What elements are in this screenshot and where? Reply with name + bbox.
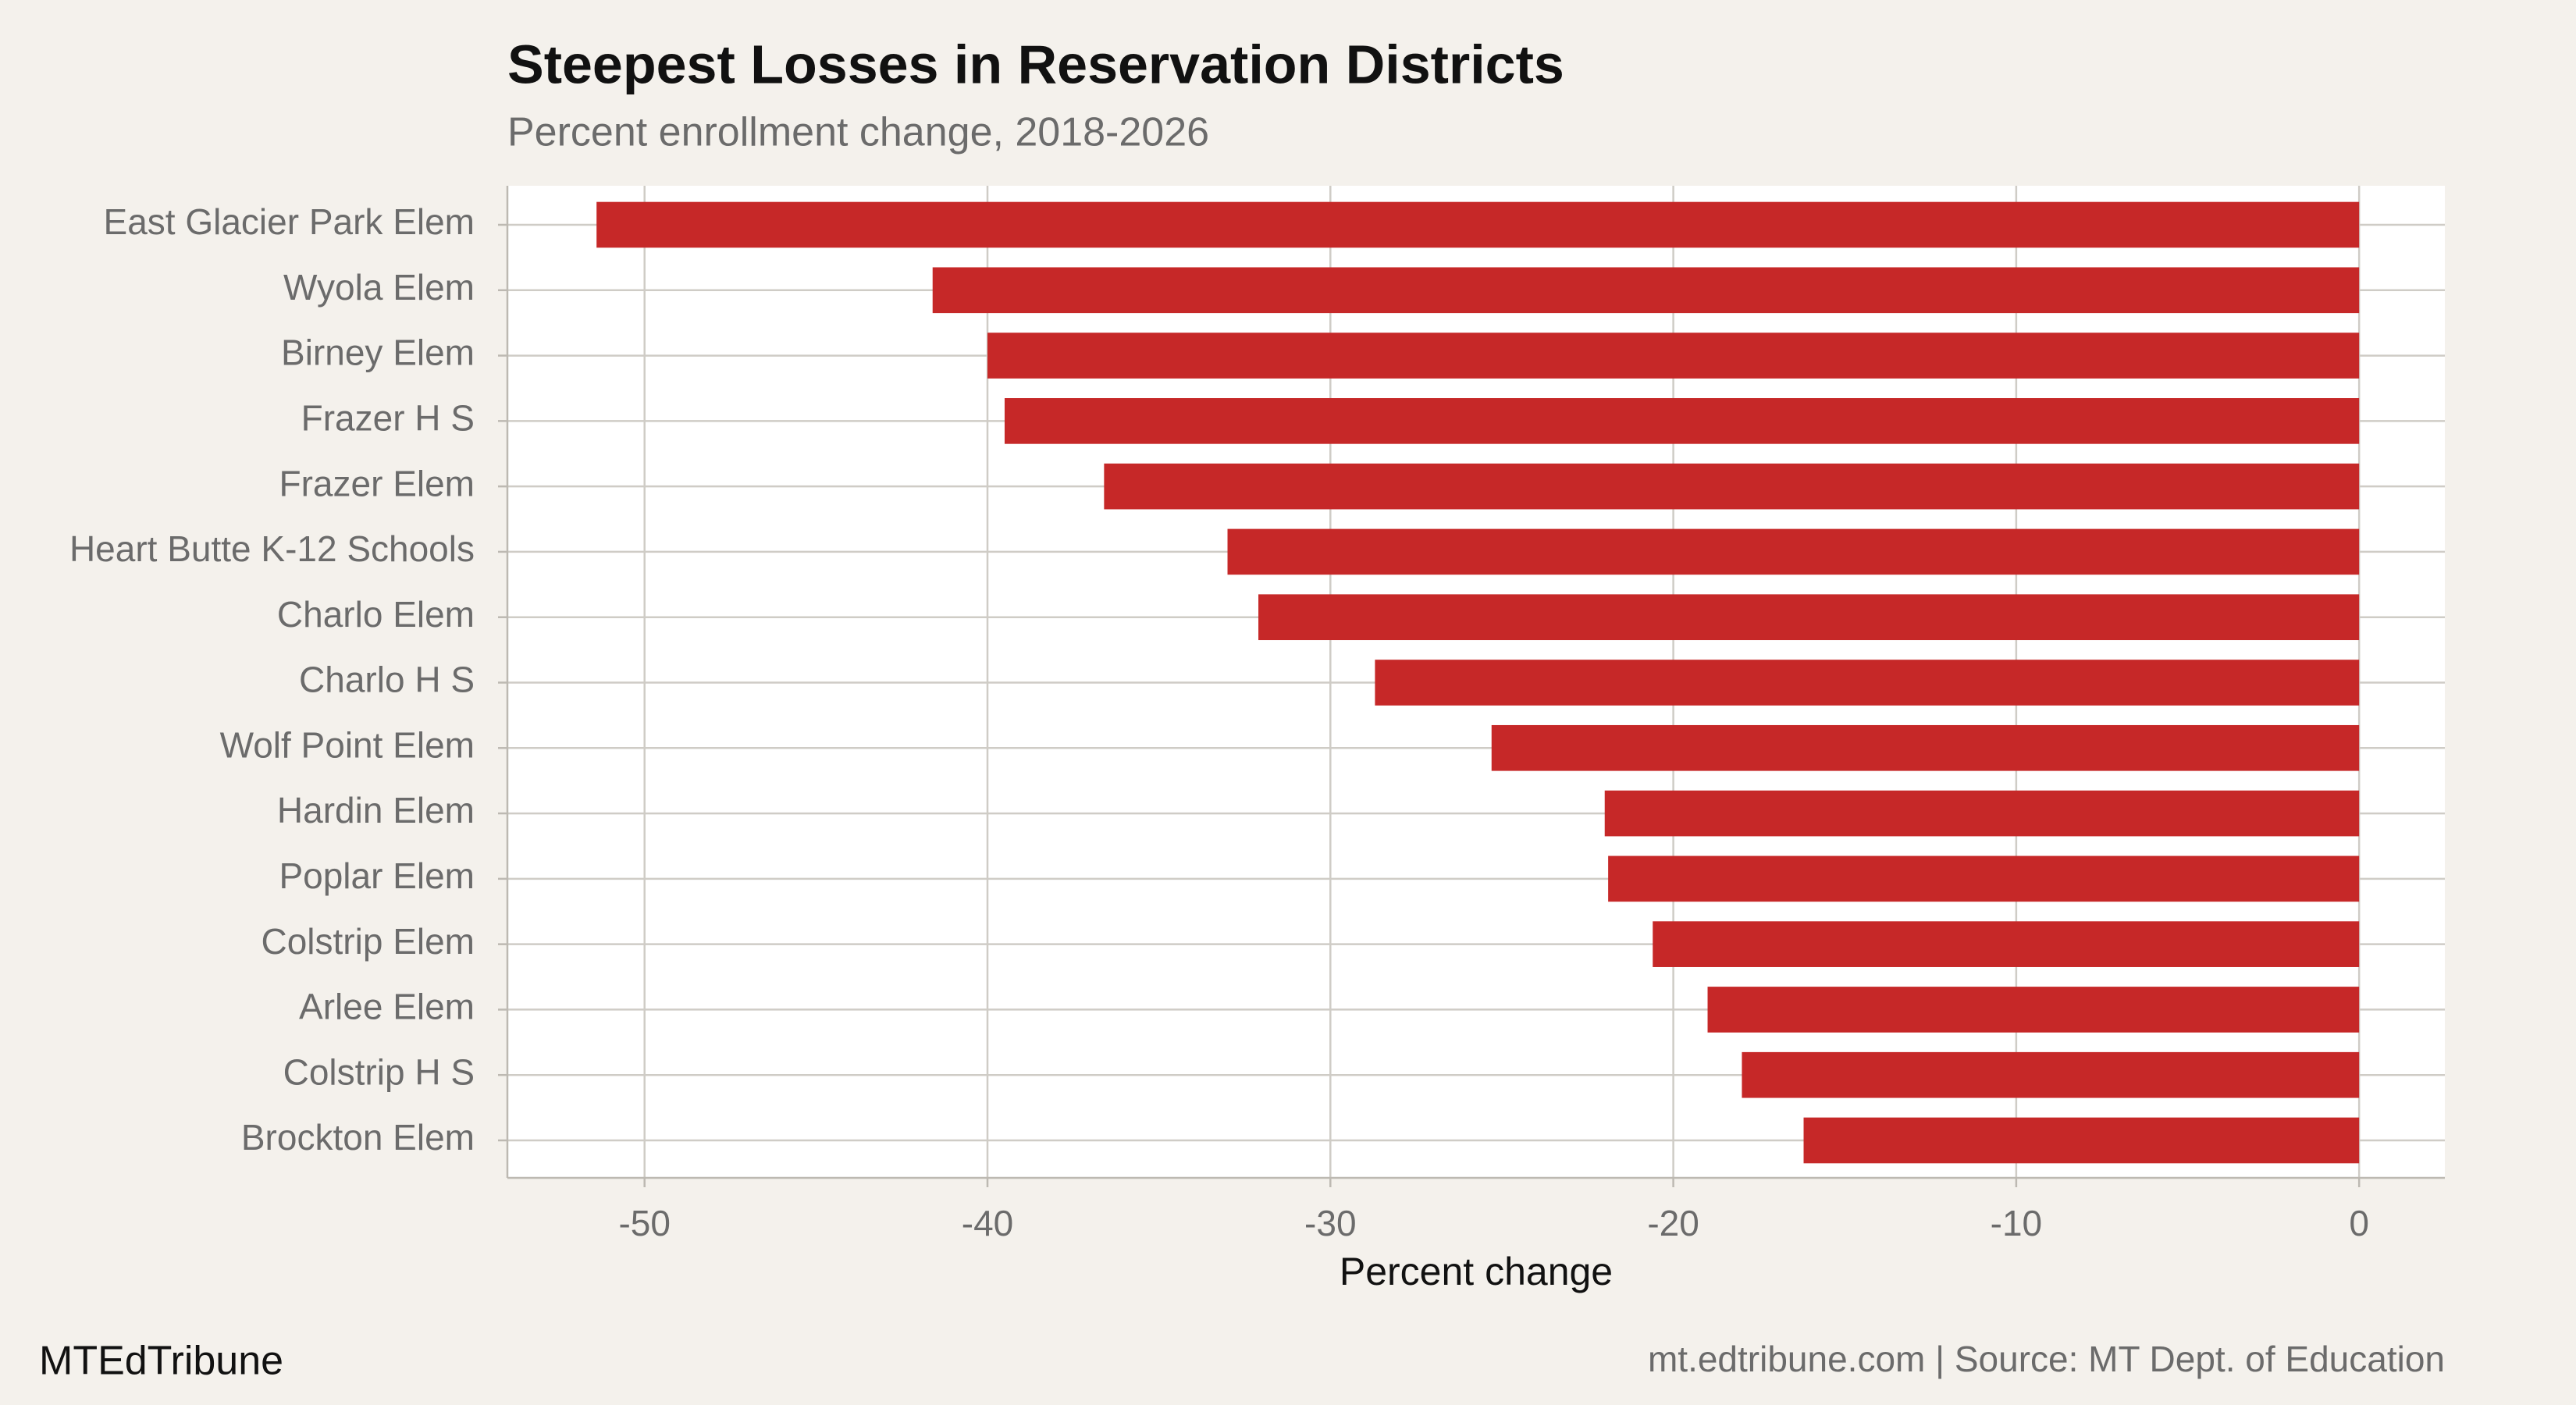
bar <box>987 333 2360 379</box>
bar <box>1375 660 2360 706</box>
y-tick-label: Charlo H S <box>299 660 475 700</box>
chart-subtitle: Percent enrollment change, 2018-2026 <box>507 110 1209 155</box>
bar <box>1604 790 2360 837</box>
bar <box>1004 398 2360 444</box>
y-tick-label: Colstrip H S <box>283 1051 475 1092</box>
y-tick-label: Arlee Elem <box>299 987 475 1027</box>
bar <box>1608 855 2360 902</box>
footer-source: mt.edtribune.com | Source: MT Dept. of E… <box>1648 1339 2445 1379</box>
y-tick-label: Poplar Elem <box>279 855 475 896</box>
bar <box>1104 463 2360 510</box>
y-tick-label: Brockton Elem <box>241 1117 475 1158</box>
x-tick-label: -20 <box>1647 1203 1699 1243</box>
y-tick-label: Frazer Elem <box>279 463 475 503</box>
bar <box>1803 1117 2360 1164</box>
y-tick-label: Colstrip Elem <box>261 921 475 962</box>
bar <box>1653 921 2360 967</box>
bar <box>1227 528 2360 575</box>
chart-title: Steepest Losses in Reservation Districts <box>507 34 1564 94</box>
x-tick-label: -30 <box>1304 1203 1356 1243</box>
y-tick-label: Charlo Elem <box>277 594 475 635</box>
x-tick-label: 0 <box>2349 1203 2369 1243</box>
bar <box>932 267 2360 314</box>
x-tick-label: -50 <box>618 1203 670 1243</box>
x-axis-label: Percent change <box>1340 1250 1613 1293</box>
y-tick-label: Wolf Point Elem <box>220 724 475 765</box>
bar <box>1742 1051 2360 1098</box>
y-tick-label: Heart Butte K-12 Schools <box>69 528 475 569</box>
y-tick-label: Wyola Elem <box>283 267 475 308</box>
y-tick-label: Hardin Elem <box>277 790 475 831</box>
x-tick-label: -40 <box>962 1203 1013 1243</box>
y-tick-label: Birney Elem <box>281 333 475 373</box>
bar <box>1491 724 2360 771</box>
footer-brand: MTEdTribune <box>39 1339 283 1384</box>
y-tick-label: East Glacier Park Elem <box>104 201 475 242</box>
bar <box>1707 987 2360 1033</box>
bar <box>1258 594 2360 641</box>
x-tick-label: -10 <box>1991 1203 2042 1243</box>
bar <box>596 201 2360 248</box>
y-tick-label: Frazer H S <box>301 398 475 439</box>
